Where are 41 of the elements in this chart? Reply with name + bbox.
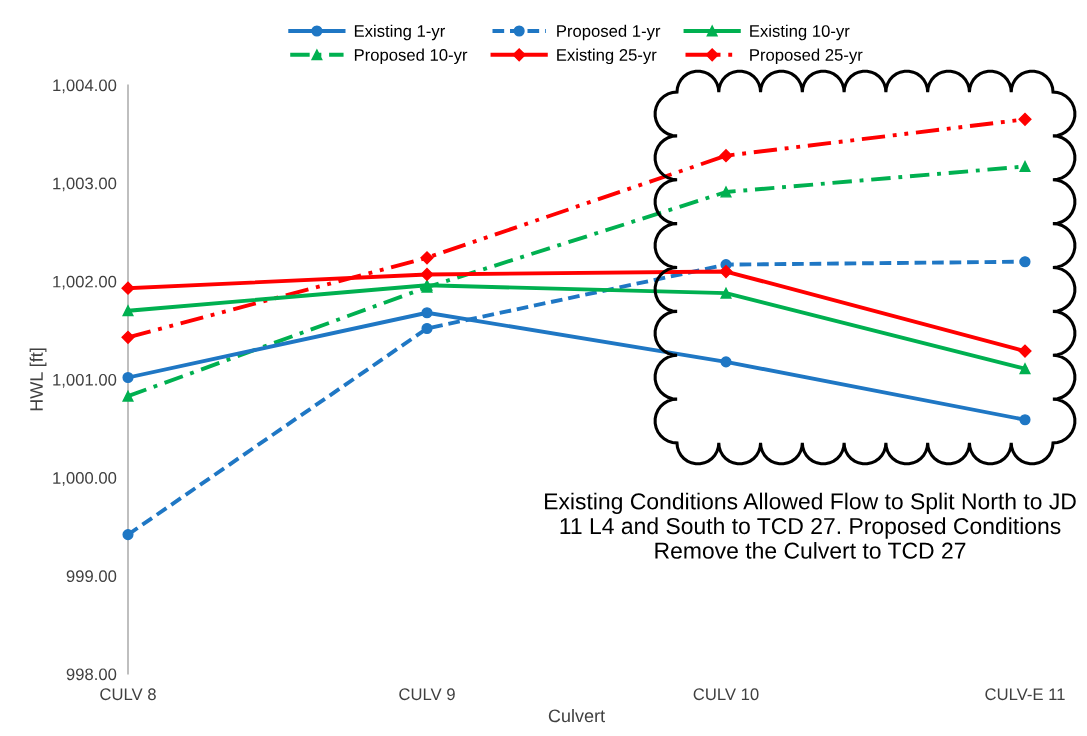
legend-label: Proposed 10-yr — [354, 48, 468, 65]
point — [121, 281, 135, 295]
x-tick-label: CULV 10 — [693, 688, 759, 701]
point — [1019, 160, 1031, 173]
y-tick-label: 1,002.00 — [53, 275, 117, 290]
x-tick-label: CULV 8 — [100, 688, 156, 701]
y-tick-label: 1,001.00 — [53, 373, 117, 388]
point — [1019, 414, 1031, 426]
y-tick-label: 999.00 — [66, 570, 117, 583]
point — [1018, 344, 1032, 358]
annotation: Existing Conditions Allowed Flow to Split North to JD 11 L4 and South to TCD 27. Proposed Conditions Remove the Culvert to TCD 27 — [545, 492, 1076, 559]
point — [719, 149, 733, 163]
point — [420, 267, 434, 282]
point — [719, 264, 733, 279]
point — [420, 251, 434, 265]
point — [421, 322, 433, 335]
legend-label: Proposed 25-yr — [750, 48, 863, 65]
point — [122, 305, 134, 317]
x-axis-title: Culvert — [548, 708, 605, 723]
point — [421, 307, 433, 319]
legend-label: Existing 1-yr — [354, 24, 445, 41]
point — [1019, 256, 1031, 268]
y-tick-label: 1,004.00 — [53, 79, 117, 94]
x-tick-label: CULV-E 11 — [985, 688, 1065, 701]
x-tick-label: CULV 9 — [399, 688, 455, 701]
point — [1018, 112, 1032, 126]
legend-label: Proposed 1-yr — [557, 24, 661, 41]
point — [122, 371, 134, 384]
point — [121, 330, 135, 344]
legend-label: Existing 25-yr — [557, 48, 657, 65]
y-axis-title: HWL [ft] — [29, 348, 47, 411]
point — [720, 356, 732, 368]
y-tick-label: 1,000.00 — [53, 472, 117, 486]
y-tick-label: 998.00 — [66, 668, 117, 681]
legend-label: Existing 10-yr — [750, 24, 850, 41]
point — [122, 529, 134, 541]
y-tick-label: 1,003.00 — [53, 177, 117, 192]
point — [1019, 363, 1031, 375]
point — [720, 287, 732, 299]
point — [720, 186, 732, 198]
point — [122, 390, 134, 402]
